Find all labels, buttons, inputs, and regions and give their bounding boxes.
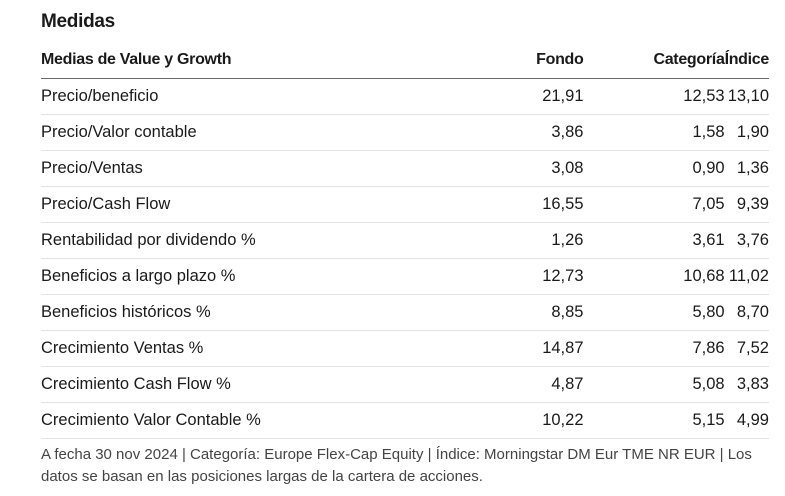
fondo-value: 12,73: [440, 258, 584, 295]
categoria-value: 7,05: [583, 186, 725, 223]
fondo-value: 3,86: [440, 114, 584, 151]
fondo-value: 14,87: [440, 330, 584, 367]
categoria-value: 5,80: [583, 294, 725, 331]
header-metric: Medias de Value y Growth: [41, 42, 441, 79]
row-label: Crecimiento Ventas %: [41, 330, 441, 367]
header-indice: Índice: [724, 42, 769, 79]
indice-value: 3,83: [724, 366, 769, 403]
row-label: Precio/Ventas: [41, 150, 441, 187]
categoria-value: 7,86: [583, 330, 725, 367]
table-row: Precio/beneficio 21,91 12,53 13,10: [41, 78, 769, 115]
row-label: Rentabilidad por dividendo %: [41, 222, 441, 259]
row-label: Precio/beneficio: [41, 78, 441, 115]
table-row: Beneficios históricos % 8,85 5,80 8,70: [41, 294, 769, 331]
section-title: Medidas: [41, 11, 115, 32]
row-label: Precio/Valor contable: [41, 114, 441, 151]
categoria-value: 0,90: [583, 150, 725, 187]
fondo-value: 3,08: [440, 150, 584, 187]
categoria-value: 10,68: [583, 258, 725, 295]
fondo-value: 10,22: [440, 402, 584, 439]
indice-value: 4,99: [724, 402, 769, 439]
categoria-value: 12,53: [583, 78, 725, 115]
row-label: Beneficios a largo plazo %: [41, 258, 441, 295]
fondo-value: 16,55: [440, 186, 584, 223]
row-label: Crecimiento Cash Flow %: [41, 366, 441, 403]
header-fondo: Fondo: [440, 42, 584, 79]
categoria-value: 5,08: [583, 366, 725, 403]
row-label: Beneficios históricos %: [41, 294, 441, 331]
table-row: Precio/Ventas 3,08 0,90 1,36: [41, 150, 769, 187]
categoria-value: 3,61: [583, 222, 725, 259]
categoria-value: 1,58: [583, 114, 725, 151]
fondo-value: 21,91: [440, 78, 584, 115]
indice-value: 3,76: [724, 222, 769, 259]
table-row: Crecimiento Valor Contable % 10,22 5,15 4,9…: [41, 402, 769, 439]
header-categoria: Categoría: [583, 42, 725, 79]
table-row: Beneficios a largo plazo % 12,73 10,68 11,0…: [41, 258, 769, 295]
fondo-value: 8,85: [440, 294, 584, 331]
table-row: Precio/Valor contable 3,86 1,58 1,90: [41, 114, 769, 151]
fondo-value: 4,87: [440, 366, 584, 403]
indice-value: 13,10: [724, 78, 769, 115]
indice-value: 1,36: [724, 150, 769, 187]
table-row: Precio/Cash Flow 16,55 7,05 9,39: [41, 186, 769, 223]
fondo-value: 1,26: [440, 222, 584, 259]
table-row: Crecimiento Cash Flow % 4,87 5,08 3,83: [41, 366, 769, 403]
measures-table: Medias de Value y Growth Fondo Categoría…: [41, 42, 769, 439]
indice-value: 1,90: [724, 114, 769, 151]
categoria-value: 5,15: [583, 402, 725, 439]
row-label: Precio/Cash Flow: [41, 186, 441, 223]
indice-value: 8,70: [724, 294, 769, 331]
footnote: A fecha 30 nov 2024 | Categoría: Europe …: [41, 446, 752, 485]
indice-value: 9,39: [724, 186, 769, 223]
table-header-row: Medias de Value y Growth Fondo Categoría…: [41, 42, 769, 79]
row-label: Crecimiento Valor Contable %: [41, 402, 441, 439]
indice-value: 7,52: [724, 330, 769, 367]
table-row: Rentabilidad por dividendo % 1,26 3,61 3,76: [41, 222, 769, 259]
indice-value: 11,02: [724, 258, 769, 295]
table-row: Crecimiento Ventas % 14,87 7,86 7,52: [41, 330, 769, 367]
